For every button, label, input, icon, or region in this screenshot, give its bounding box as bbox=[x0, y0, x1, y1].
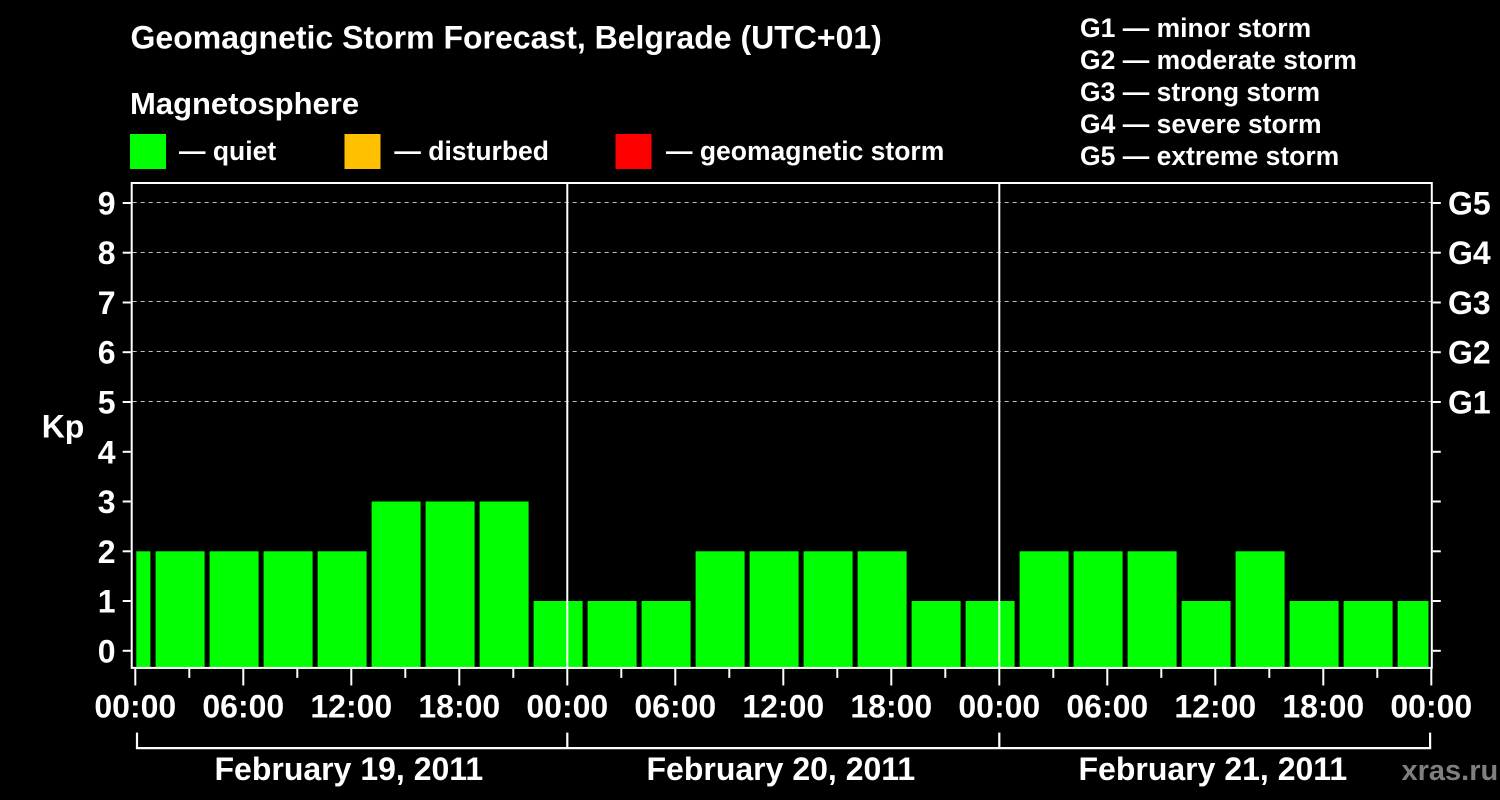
svg-text:February 21, 2011: February 21, 2011 bbox=[1078, 751, 1347, 787]
svg-text:G3 — strong storm: G3 — strong storm bbox=[1080, 77, 1320, 107]
svg-text:00:00: 00:00 bbox=[526, 689, 608, 725]
svg-text:G1: G1 bbox=[1448, 385, 1491, 421]
svg-text:3: 3 bbox=[98, 484, 116, 520]
svg-text:G4: G4 bbox=[1448, 235, 1491, 271]
svg-text:xras.ru: xras.ru bbox=[1402, 755, 1499, 787]
svg-text:9: 9 bbox=[98, 186, 116, 222]
svg-text:Geomagnetic Storm Forecast, Be: Geomagnetic Storm Forecast, Belgrade (UT… bbox=[131, 19, 882, 55]
svg-text:G2 — moderate storm: G2 — moderate storm bbox=[1080, 45, 1357, 75]
svg-text:— disturbed: — disturbed bbox=[394, 136, 549, 166]
svg-text:G3: G3 bbox=[1448, 285, 1491, 321]
svg-text:G4 — severe storm: G4 — severe storm bbox=[1080, 109, 1322, 139]
svg-text:4: 4 bbox=[98, 434, 116, 470]
svg-text:G1 — minor storm: G1 — minor storm bbox=[1080, 13, 1311, 43]
svg-text:18:00: 18:00 bbox=[1282, 689, 1364, 725]
svg-text:0: 0 bbox=[98, 633, 116, 669]
svg-text:06:00: 06:00 bbox=[202, 689, 284, 725]
svg-text:G5: G5 bbox=[1448, 186, 1491, 222]
svg-text:5: 5 bbox=[98, 385, 116, 421]
svg-text:18:00: 18:00 bbox=[418, 689, 500, 725]
svg-text:2: 2 bbox=[98, 534, 116, 570]
svg-text:12:00: 12:00 bbox=[742, 689, 824, 725]
svg-text:February 20, 2011: February 20, 2011 bbox=[646, 751, 915, 787]
svg-text:February 19, 2011: February 19, 2011 bbox=[214, 751, 483, 787]
svg-text:12:00: 12:00 bbox=[310, 689, 392, 725]
svg-text:— geomagnetic storm: — geomagnetic storm bbox=[666, 136, 944, 166]
svg-text:G5 — extreme storm: G5 — extreme storm bbox=[1080, 141, 1339, 171]
svg-text:6: 6 bbox=[98, 335, 116, 371]
svg-text:— quiet: — quiet bbox=[179, 136, 276, 166]
svg-text:1: 1 bbox=[98, 584, 116, 620]
svg-text:G2: G2 bbox=[1448, 335, 1491, 371]
svg-text:06:00: 06:00 bbox=[1066, 689, 1148, 725]
svg-text:Kp: Kp bbox=[42, 409, 85, 445]
svg-text:Magnetosphere: Magnetosphere bbox=[130, 86, 359, 121]
svg-text:00:00: 00:00 bbox=[958, 689, 1040, 725]
svg-text:8: 8 bbox=[98, 235, 116, 271]
svg-text:06:00: 06:00 bbox=[634, 689, 716, 725]
svg-text:18:00: 18:00 bbox=[850, 689, 932, 725]
svg-text:12:00: 12:00 bbox=[1174, 689, 1256, 725]
svg-text:00:00: 00:00 bbox=[94, 689, 176, 725]
svg-text:7: 7 bbox=[98, 285, 116, 321]
svg-text:00:00: 00:00 bbox=[1390, 689, 1472, 725]
